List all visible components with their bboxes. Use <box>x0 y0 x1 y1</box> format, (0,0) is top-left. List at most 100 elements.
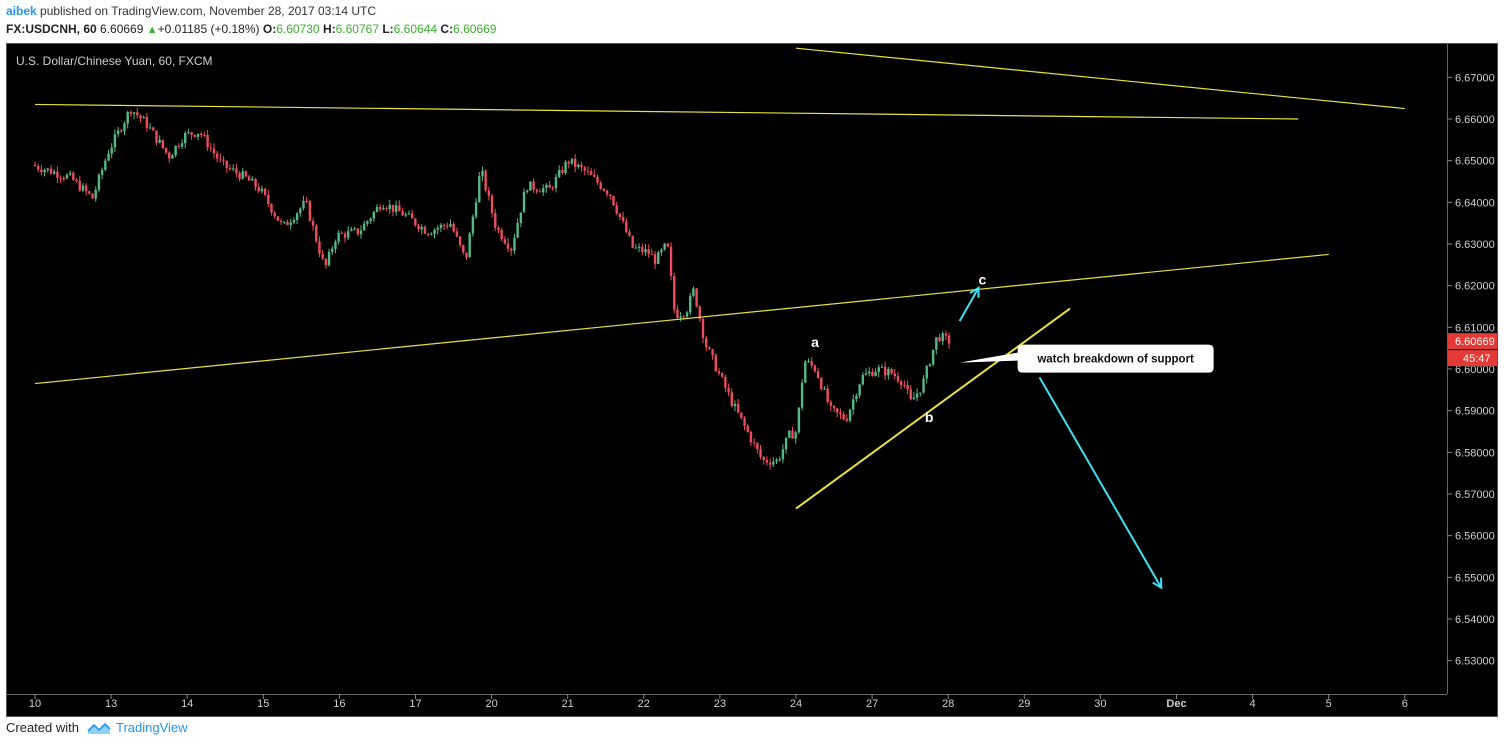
callout-text: watch breakdown of support <box>1036 354 1194 366</box>
candle-body <box>631 235 634 248</box>
candle-body <box>359 230 363 235</box>
x-tick-label: 17 <box>409 698 421 710</box>
candle-body <box>922 378 925 393</box>
candle-body <box>637 246 641 248</box>
candle-body <box>289 222 292 226</box>
candle-body <box>308 201 312 221</box>
candle-body <box>724 376 727 388</box>
candle-body <box>353 228 356 230</box>
candle-body <box>116 130 120 135</box>
candle-body <box>762 457 765 461</box>
candle-body <box>836 408 839 413</box>
chart-area[interactable]: a b c watch breakdown of support 6.67000 6.6… <box>6 43 1498 717</box>
candle-body <box>40 169 43 173</box>
candle-body <box>190 132 193 135</box>
candle-body <box>931 349 935 365</box>
candle-body <box>203 134 206 136</box>
trendline[interactable] <box>34 103 1299 120</box>
x-tick-label: 27 <box>866 698 878 710</box>
trendline[interactable] <box>795 307 1071 510</box>
y-tick-label: 6.63000 <box>1455 239 1495 251</box>
candle-body <box>235 168 238 174</box>
candle-body <box>33 164 37 166</box>
candle-body <box>62 178 65 180</box>
candle-body <box>503 239 507 244</box>
candle-body <box>263 188 267 195</box>
candle-body <box>356 228 360 235</box>
candle-body <box>663 243 666 250</box>
candle-body <box>653 254 657 264</box>
wave-label: a <box>811 334 819 350</box>
candle-body <box>573 158 577 168</box>
y-tick-label: 6.64000 <box>1455 197 1495 209</box>
last-price-tag-label: 6.60669 <box>1455 336 1495 348</box>
candle-body <box>938 337 941 342</box>
candle-body <box>669 246 673 276</box>
candle-body <box>369 218 372 222</box>
chart-title: U.S. Dollar/Chinese Yuan, 60, FXCM <box>16 54 213 68</box>
candle-body <box>180 143 184 147</box>
tradingview-logo-icon[interactable] <box>87 721 111 735</box>
candle-body <box>586 170 590 172</box>
candle-body <box>893 373 896 377</box>
candle-body <box>861 374 865 385</box>
candle-body <box>155 130 158 143</box>
candle-body <box>139 115 142 119</box>
candle-body <box>794 432 797 439</box>
candle-body <box>158 139 161 143</box>
candle-body <box>928 364 932 367</box>
candle-body <box>788 430 791 438</box>
candle-body <box>896 376 900 382</box>
candle-body <box>286 221 289 226</box>
candle-body <box>625 221 628 233</box>
x-tick-label: 5 <box>1326 698 1332 710</box>
candle-body <box>200 133 203 135</box>
candle-body <box>65 174 69 179</box>
trendline[interactable] <box>795 47 1405 110</box>
candle-body <box>382 208 385 210</box>
candle-body <box>602 188 606 191</box>
candle-body <box>887 369 890 376</box>
candle-body <box>855 395 858 400</box>
candle-body <box>311 220 315 226</box>
candle-body <box>375 206 379 212</box>
candle-body <box>551 187 554 189</box>
y-tick-label: 6.61000 <box>1455 322 1495 334</box>
candle-body <box>420 226 423 230</box>
candle-body <box>570 158 574 164</box>
author-link[interactable]: aibek <box>6 4 37 18</box>
candle-body <box>634 247 638 249</box>
tradingview-brand-link[interactable]: TradingView <box>115 720 188 735</box>
candle-body <box>260 188 264 192</box>
arrow-line[interactable] <box>1038 376 1163 589</box>
candle-body <box>449 223 452 227</box>
x-tick-label: 13 <box>105 698 117 710</box>
candle-body <box>880 366 884 368</box>
candle-body <box>535 189 539 192</box>
candle-body <box>676 309 679 318</box>
candle-body <box>685 312 689 317</box>
candle-body <box>177 145 181 147</box>
candle-body <box>152 127 155 131</box>
candle-body <box>813 365 817 372</box>
candle-body <box>810 361 813 366</box>
candle-body <box>906 385 909 390</box>
open-label: O: <box>262 22 277 36</box>
candle-body <box>519 212 523 223</box>
candle-body <box>612 195 615 206</box>
candle-body <box>471 216 475 234</box>
candle-body <box>567 161 570 164</box>
wave-label: c <box>979 271 987 287</box>
callout-bubble[interactable] <box>959 344 1214 373</box>
arrow-line[interactable] <box>958 287 980 322</box>
candle-body <box>564 161 567 174</box>
y-tick-label: 6.66000 <box>1455 114 1495 126</box>
candle-body <box>446 225 449 227</box>
candle-body <box>423 226 427 234</box>
x-tick-label: 15 <box>257 698 269 710</box>
trendline[interactable] <box>34 253 1329 385</box>
candle-body <box>132 112 136 114</box>
candle-body <box>442 224 446 226</box>
candle-body <box>538 191 542 193</box>
